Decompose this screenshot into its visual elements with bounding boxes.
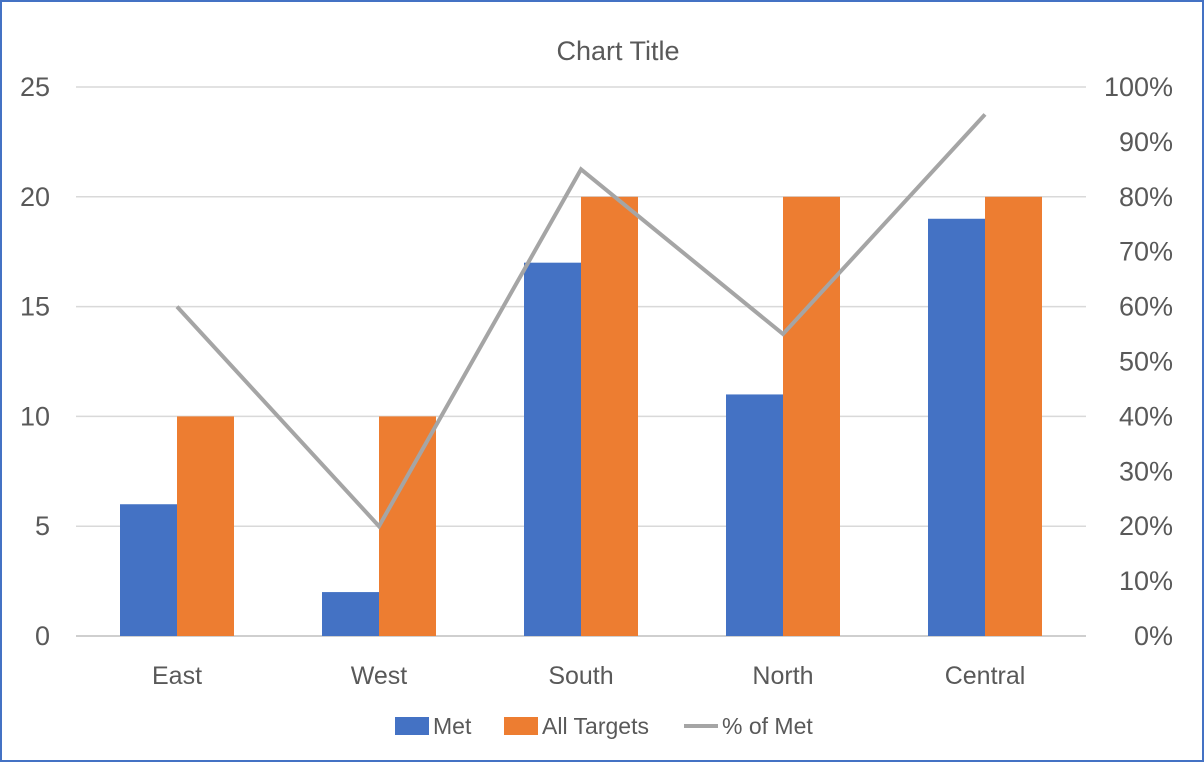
bar-met [726, 394, 783, 636]
legend-label: Met [433, 713, 472, 739]
right-tick-label: 90% [1119, 127, 1173, 157]
bar-all-targets [783, 196, 840, 637]
right-tick-label: 50% [1119, 347, 1173, 377]
left-tick-label: 15 [20, 292, 50, 322]
category-label: West [351, 662, 408, 690]
bar-all-targets [581, 196, 638, 637]
legend-swatch [395, 717, 429, 735]
right-tick-label: 100% [1104, 72, 1173, 102]
left-axis: 0 5 10 15 20 25 [20, 72, 50, 651]
right-tick-label: 0% [1134, 621, 1173, 651]
left-tick-label: 10 [20, 401, 50, 431]
right-tick-label: 10% [1119, 566, 1173, 596]
right-tick-label: 20% [1119, 511, 1173, 541]
left-tick-label: 25 [20, 72, 50, 102]
right-tick-label: 70% [1119, 237, 1173, 267]
bar-met [322, 592, 379, 636]
right-tick-label: 60% [1119, 292, 1173, 322]
bar-met [120, 504, 177, 636]
category-label: South [548, 662, 613, 690]
right-axis: 0% 10% 20% 30% 40% 50% 60% 70% 80% 90% 100% [1104, 72, 1173, 651]
line-series [175, 113, 987, 530]
category-label: Central [945, 662, 1026, 690]
legend-label: All Targets [542, 713, 649, 739]
bar-all-targets [177, 416, 234, 636]
category-label: East [152, 662, 202, 690]
legend-label: % of Met [722, 713, 813, 739]
category-label: North [752, 662, 813, 690]
bar-met [524, 262, 581, 636]
right-tick-label: 40% [1119, 401, 1173, 431]
legend-swatch [504, 717, 538, 735]
bar-all-targets [379, 416, 436, 636]
bar-all-targets [985, 196, 1042, 637]
left-tick-label: 5 [35, 511, 50, 541]
right-tick-label: 80% [1119, 182, 1173, 212]
right-tick-label: 30% [1119, 456, 1173, 486]
legend: Met All Targets % of Met [395, 713, 813, 739]
bar-met [928, 218, 985, 636]
left-tick-label: 0 [35, 621, 50, 651]
category-axis: East West South North Central [152, 662, 1025, 690]
chart-title: Chart Title [556, 36, 679, 66]
bars [120, 196, 1042, 637]
left-tick-label: 20 [20, 182, 50, 212]
